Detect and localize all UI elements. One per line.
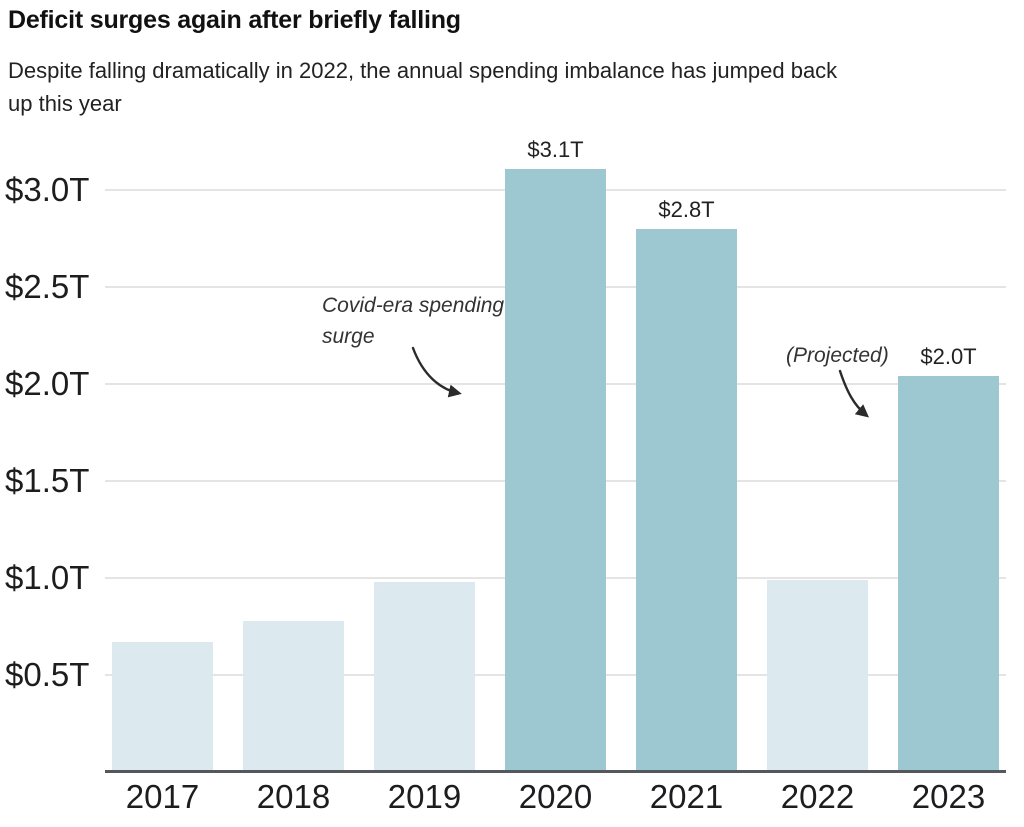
bar-2018	[243, 620, 344, 772]
y-axis-label-$2.0T: $2.0T	[5, 365, 90, 402]
x-axis-label-2017: 2017	[125, 778, 200, 815]
bar-value-label-2020: $3.1T	[527, 136, 584, 162]
x-axis-label-2020: 2020	[518, 778, 593, 815]
x-axis-label-2019: 2019	[387, 778, 462, 815]
y-axis-label-$1.0T: $1.0T	[5, 559, 90, 596]
bar-2020	[505, 168, 606, 772]
y-axis-label-$0.5T: $0.5T	[5, 656, 90, 693]
bar-2017	[112, 642, 213, 772]
bar-value-label-2023: $2.0T	[920, 344, 977, 370]
annotation-covid-era-spending-surge: Covid-era spending surge	[322, 294, 505, 348]
bar-2021	[636, 228, 737, 772]
x-axis-label-2018: 2018	[256, 778, 331, 815]
x-axis-label-2022: 2022	[780, 778, 855, 815]
y-axis-label-$2.5T: $2.5T	[5, 268, 90, 305]
y-axis-label-$3.0T: $3.0T	[5, 171, 90, 208]
y-axis-label-$1.5T: $1.5T	[5, 462, 90, 499]
x-axis-label-2023: 2023	[911, 778, 986, 815]
annotation-projected: (Projected)	[786, 344, 889, 367]
x-axis-label-2021: 2021	[649, 778, 724, 815]
x-axis-line	[105, 770, 1006, 773]
chart-subtitle: Despite falling dramatically in 2022, th…	[8, 58, 838, 116]
chart-title: Deficit surges again after briefly falli…	[8, 6, 461, 34]
bar-2019	[374, 581, 475, 772]
bar-value-label-2021: $2.8T	[658, 196, 715, 222]
bar-2023	[898, 376, 999, 772]
bar-2022	[767, 579, 868, 772]
